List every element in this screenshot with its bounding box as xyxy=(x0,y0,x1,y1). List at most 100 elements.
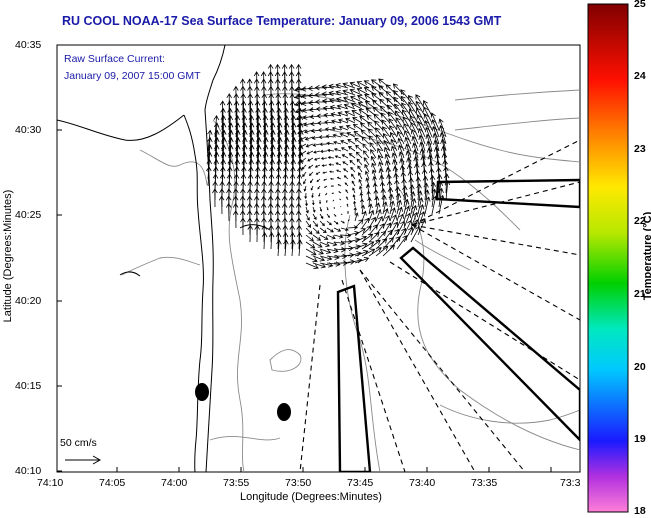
current-vector xyxy=(319,142,328,147)
current-vector xyxy=(290,239,296,257)
current-vector xyxy=(305,227,313,235)
current-vector xyxy=(352,194,356,201)
current-vector xyxy=(341,154,349,159)
current-vector xyxy=(353,130,363,138)
current-vector xyxy=(344,182,349,187)
current-vector xyxy=(381,119,391,131)
current-vector xyxy=(390,138,398,152)
current-vector xyxy=(416,183,422,201)
current-vector xyxy=(318,192,321,197)
current-vector xyxy=(433,139,440,159)
current-vector xyxy=(340,213,343,215)
current-vector xyxy=(319,206,323,212)
current-vector xyxy=(319,227,327,234)
current-vector xyxy=(294,86,307,93)
current-vector xyxy=(323,112,335,118)
current-vector xyxy=(319,255,333,261)
current-vector xyxy=(368,247,382,257)
current-vector xyxy=(339,132,349,138)
antenna-beams xyxy=(336,178,580,472)
current-vector xyxy=(343,168,349,173)
current-vector xyxy=(261,100,268,124)
current-vector xyxy=(409,108,419,124)
current-vector xyxy=(377,154,384,166)
current-vector xyxy=(415,94,426,110)
current-vector xyxy=(232,210,239,229)
current-vector xyxy=(340,233,352,238)
current-vector xyxy=(395,192,402,208)
current-vector xyxy=(342,82,356,89)
current-vector xyxy=(309,178,314,184)
current-vector xyxy=(396,199,403,215)
current-vector xyxy=(219,100,226,124)
current-vector xyxy=(308,171,314,176)
current-vector xyxy=(415,100,426,117)
current-vector xyxy=(405,150,412,166)
current-vector xyxy=(358,108,370,117)
current-vector xyxy=(283,107,289,131)
current-vector xyxy=(423,100,433,117)
current-vector xyxy=(282,100,289,124)
current-vector xyxy=(347,146,356,152)
current-vector xyxy=(312,213,317,220)
current-vector xyxy=(319,234,329,240)
current-vector xyxy=(382,244,396,257)
current-vector xyxy=(347,237,361,243)
current-vector xyxy=(269,107,275,131)
current-vector xyxy=(312,255,326,262)
current-vector xyxy=(408,101,419,117)
current-vector xyxy=(389,214,397,229)
current-vector xyxy=(362,143,370,152)
current-vector xyxy=(379,98,391,110)
current-vector xyxy=(354,242,368,250)
current-vector xyxy=(431,195,438,215)
current-vector xyxy=(417,127,426,145)
x-tick-label: 73:35 xyxy=(471,477,498,489)
colorbar-tick-label: 22 xyxy=(634,215,646,227)
current-vector xyxy=(402,116,412,131)
current-vector xyxy=(335,162,342,166)
current-vector xyxy=(268,100,275,124)
current-vector xyxy=(300,157,307,163)
current-vector xyxy=(430,112,440,131)
scale-label: 50 cm/s xyxy=(60,437,97,449)
current-vector xyxy=(439,131,447,152)
current-vector xyxy=(396,130,405,145)
current-vector xyxy=(311,192,314,199)
current-vector xyxy=(361,225,372,236)
current-vector xyxy=(392,83,405,96)
current-vector xyxy=(342,161,349,166)
current-vector xyxy=(410,211,419,229)
current-vector xyxy=(382,201,388,215)
current-vector xyxy=(345,189,349,194)
current-vector xyxy=(416,107,426,124)
current-vector xyxy=(377,147,384,159)
current-vector xyxy=(268,232,275,250)
current-vector xyxy=(321,164,328,167)
current-vector xyxy=(325,134,335,139)
current-vector xyxy=(301,107,314,113)
current-vector xyxy=(312,143,321,147)
current-vector xyxy=(361,248,376,257)
current-vector xyxy=(368,203,373,215)
current-vector xyxy=(389,125,398,138)
current-vector xyxy=(392,159,398,173)
current-vector xyxy=(335,90,349,96)
current-vector xyxy=(275,100,282,124)
current-vector xyxy=(356,81,370,89)
current-vector xyxy=(333,260,348,266)
current-vector xyxy=(254,224,260,243)
current-vector xyxy=(405,143,412,159)
current-vector xyxy=(361,217,370,229)
current-vector xyxy=(218,195,225,215)
current-vector xyxy=(392,165,399,180)
current-vector xyxy=(338,125,349,131)
current-vector xyxy=(225,202,232,222)
current-vector xyxy=(394,186,401,201)
current-vector xyxy=(255,107,261,131)
current-vector xyxy=(346,203,349,208)
current-vector xyxy=(416,114,426,131)
current-vector xyxy=(367,128,377,138)
current-vector xyxy=(326,141,335,146)
current-vector xyxy=(335,83,349,89)
